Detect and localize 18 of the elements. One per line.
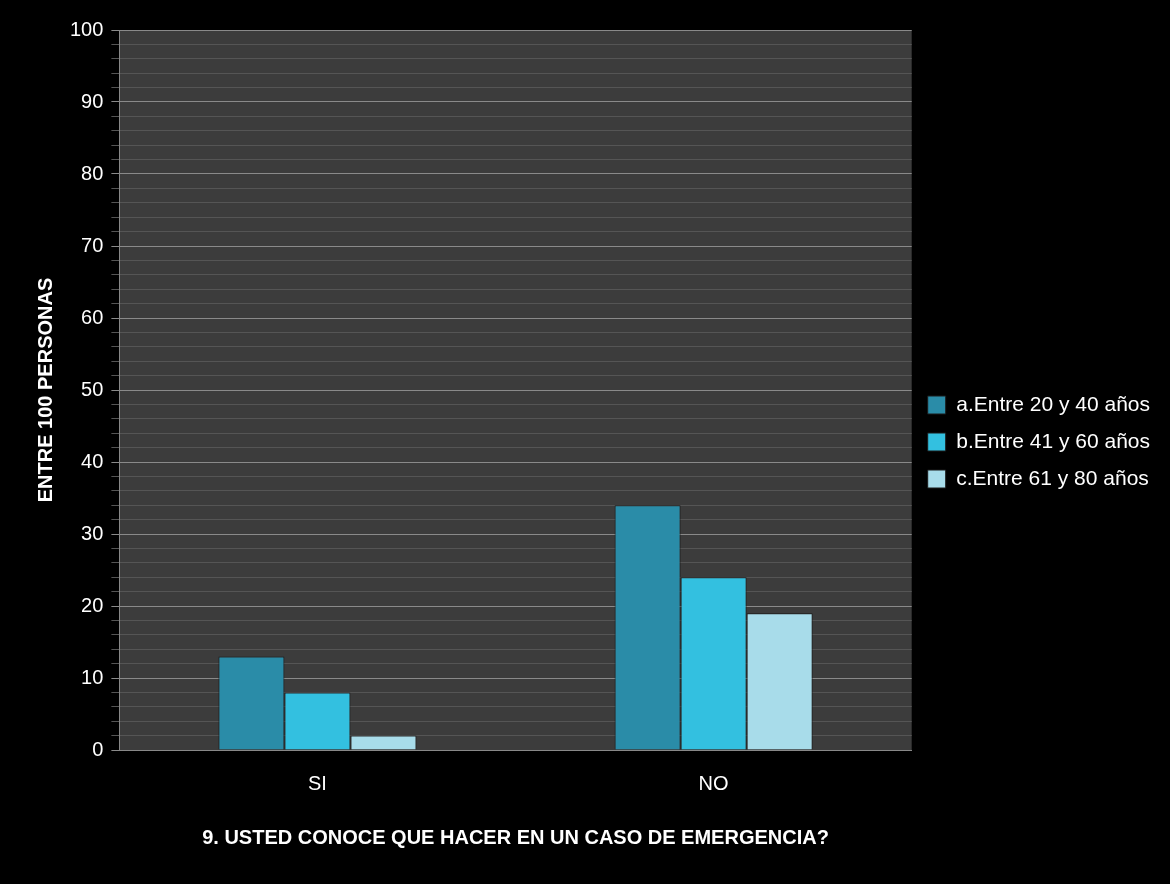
legend-label: c.Entre 61 y 80 años bbox=[956, 465, 1149, 489]
y-tick-label: 10 bbox=[81, 665, 104, 688]
y-tick-label: 40 bbox=[81, 449, 104, 472]
y-tick-label: 70 bbox=[81, 233, 104, 256]
x-tick-label: NO bbox=[698, 771, 729, 794]
y-tick-label: 90 bbox=[81, 89, 104, 112]
y-tick-label: 60 bbox=[81, 305, 104, 328]
y-tick-label: 20 bbox=[81, 593, 104, 616]
y-tick-label: 100 bbox=[69, 17, 104, 40]
legend-label: b.Entre 41 y 60 años bbox=[956, 428, 1151, 452]
y-tick-label: 0 bbox=[92, 737, 104, 760]
legend-label: a.Entre 20 y 40 años bbox=[956, 391, 1151, 415]
y-tick-label: 30 bbox=[81, 521, 104, 544]
y-tick-label: 80 bbox=[81, 161, 104, 184]
y-tick-label: 50 bbox=[81, 377, 104, 400]
x-axis-title: 9. USTED CONOCE QUE HACER EN UN CASO DE EMERGENCIA? bbox=[202, 825, 829, 848]
y-axis-title: ENTRE 100 PERSONAS bbox=[33, 277, 56, 503]
x-tick-label: SI bbox=[308, 771, 327, 794]
